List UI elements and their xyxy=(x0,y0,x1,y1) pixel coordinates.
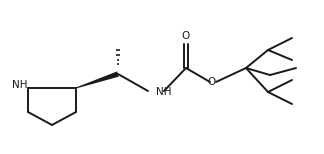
Text: NH: NH xyxy=(156,87,171,97)
Text: NH: NH xyxy=(12,80,28,90)
Text: O: O xyxy=(182,31,190,41)
Polygon shape xyxy=(76,71,119,89)
Text: O: O xyxy=(208,77,216,87)
